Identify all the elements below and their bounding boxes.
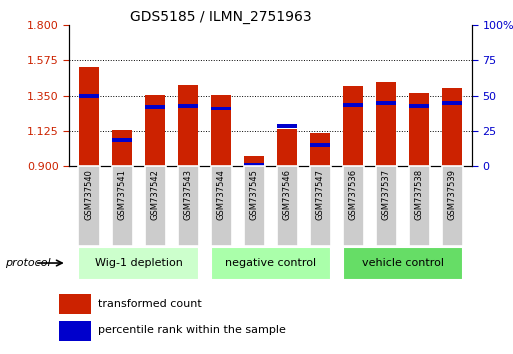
FancyBboxPatch shape [309, 166, 331, 246]
Bar [409, 104, 429, 108]
Text: GSM737536: GSM737536 [349, 169, 358, 220]
Text: transformed count: transformed count [98, 299, 202, 309]
Bar [112, 138, 132, 142]
Bar [376, 82, 396, 166]
Text: Wig-1 depletion: Wig-1 depletion [94, 258, 183, 268]
Text: GSM737546: GSM737546 [283, 169, 291, 220]
Text: negative control: negative control [225, 258, 316, 268]
Bar [244, 156, 264, 166]
Bar [145, 105, 165, 109]
Text: GSM737537: GSM737537 [382, 169, 390, 220]
Bar [277, 129, 297, 166]
Text: GSM737539: GSM737539 [448, 169, 457, 220]
FancyBboxPatch shape [376, 166, 397, 246]
Bar [442, 101, 462, 105]
FancyBboxPatch shape [111, 166, 133, 246]
Bar [211, 95, 231, 166]
Text: GSM737540: GSM737540 [85, 169, 93, 219]
FancyBboxPatch shape [210, 166, 232, 246]
Text: GSM737545: GSM737545 [250, 169, 259, 219]
FancyBboxPatch shape [78, 166, 100, 246]
Bar [343, 86, 363, 166]
Bar [59, 294, 91, 314]
FancyBboxPatch shape [343, 247, 463, 280]
FancyBboxPatch shape [442, 166, 463, 246]
Bar [376, 101, 396, 105]
Text: protocol: protocol [5, 258, 51, 268]
Bar [277, 124, 297, 128]
Bar [343, 103, 363, 107]
Text: vehicle control: vehicle control [362, 258, 444, 268]
Text: GSM737543: GSM737543 [184, 169, 192, 220]
Bar [112, 130, 132, 166]
Text: percentile rank within the sample: percentile rank within the sample [98, 325, 286, 336]
Bar [145, 95, 165, 166]
Bar [310, 143, 330, 147]
Bar [59, 321, 91, 341]
FancyBboxPatch shape [210, 247, 331, 280]
Text: GSM737538: GSM737538 [415, 169, 424, 220]
Bar [409, 93, 429, 166]
FancyBboxPatch shape [277, 166, 298, 246]
FancyBboxPatch shape [244, 166, 265, 246]
Bar [79, 67, 99, 166]
Text: GSM737547: GSM737547 [315, 169, 325, 220]
Bar [178, 85, 198, 166]
FancyBboxPatch shape [78, 247, 199, 280]
Text: GSM737541: GSM737541 [117, 169, 127, 219]
Bar [211, 107, 231, 110]
Bar [310, 132, 330, 166]
Text: GSM737544: GSM737544 [216, 169, 226, 219]
Bar [178, 104, 198, 108]
FancyBboxPatch shape [408, 166, 430, 246]
FancyBboxPatch shape [343, 166, 364, 246]
FancyBboxPatch shape [145, 166, 166, 246]
Text: GDS5185 / ILMN_2751963: GDS5185 / ILMN_2751963 [130, 10, 311, 24]
Bar [244, 162, 264, 166]
Bar [442, 88, 462, 166]
Text: GSM737542: GSM737542 [151, 169, 160, 219]
Bar [79, 95, 99, 98]
FancyBboxPatch shape [177, 166, 199, 246]
